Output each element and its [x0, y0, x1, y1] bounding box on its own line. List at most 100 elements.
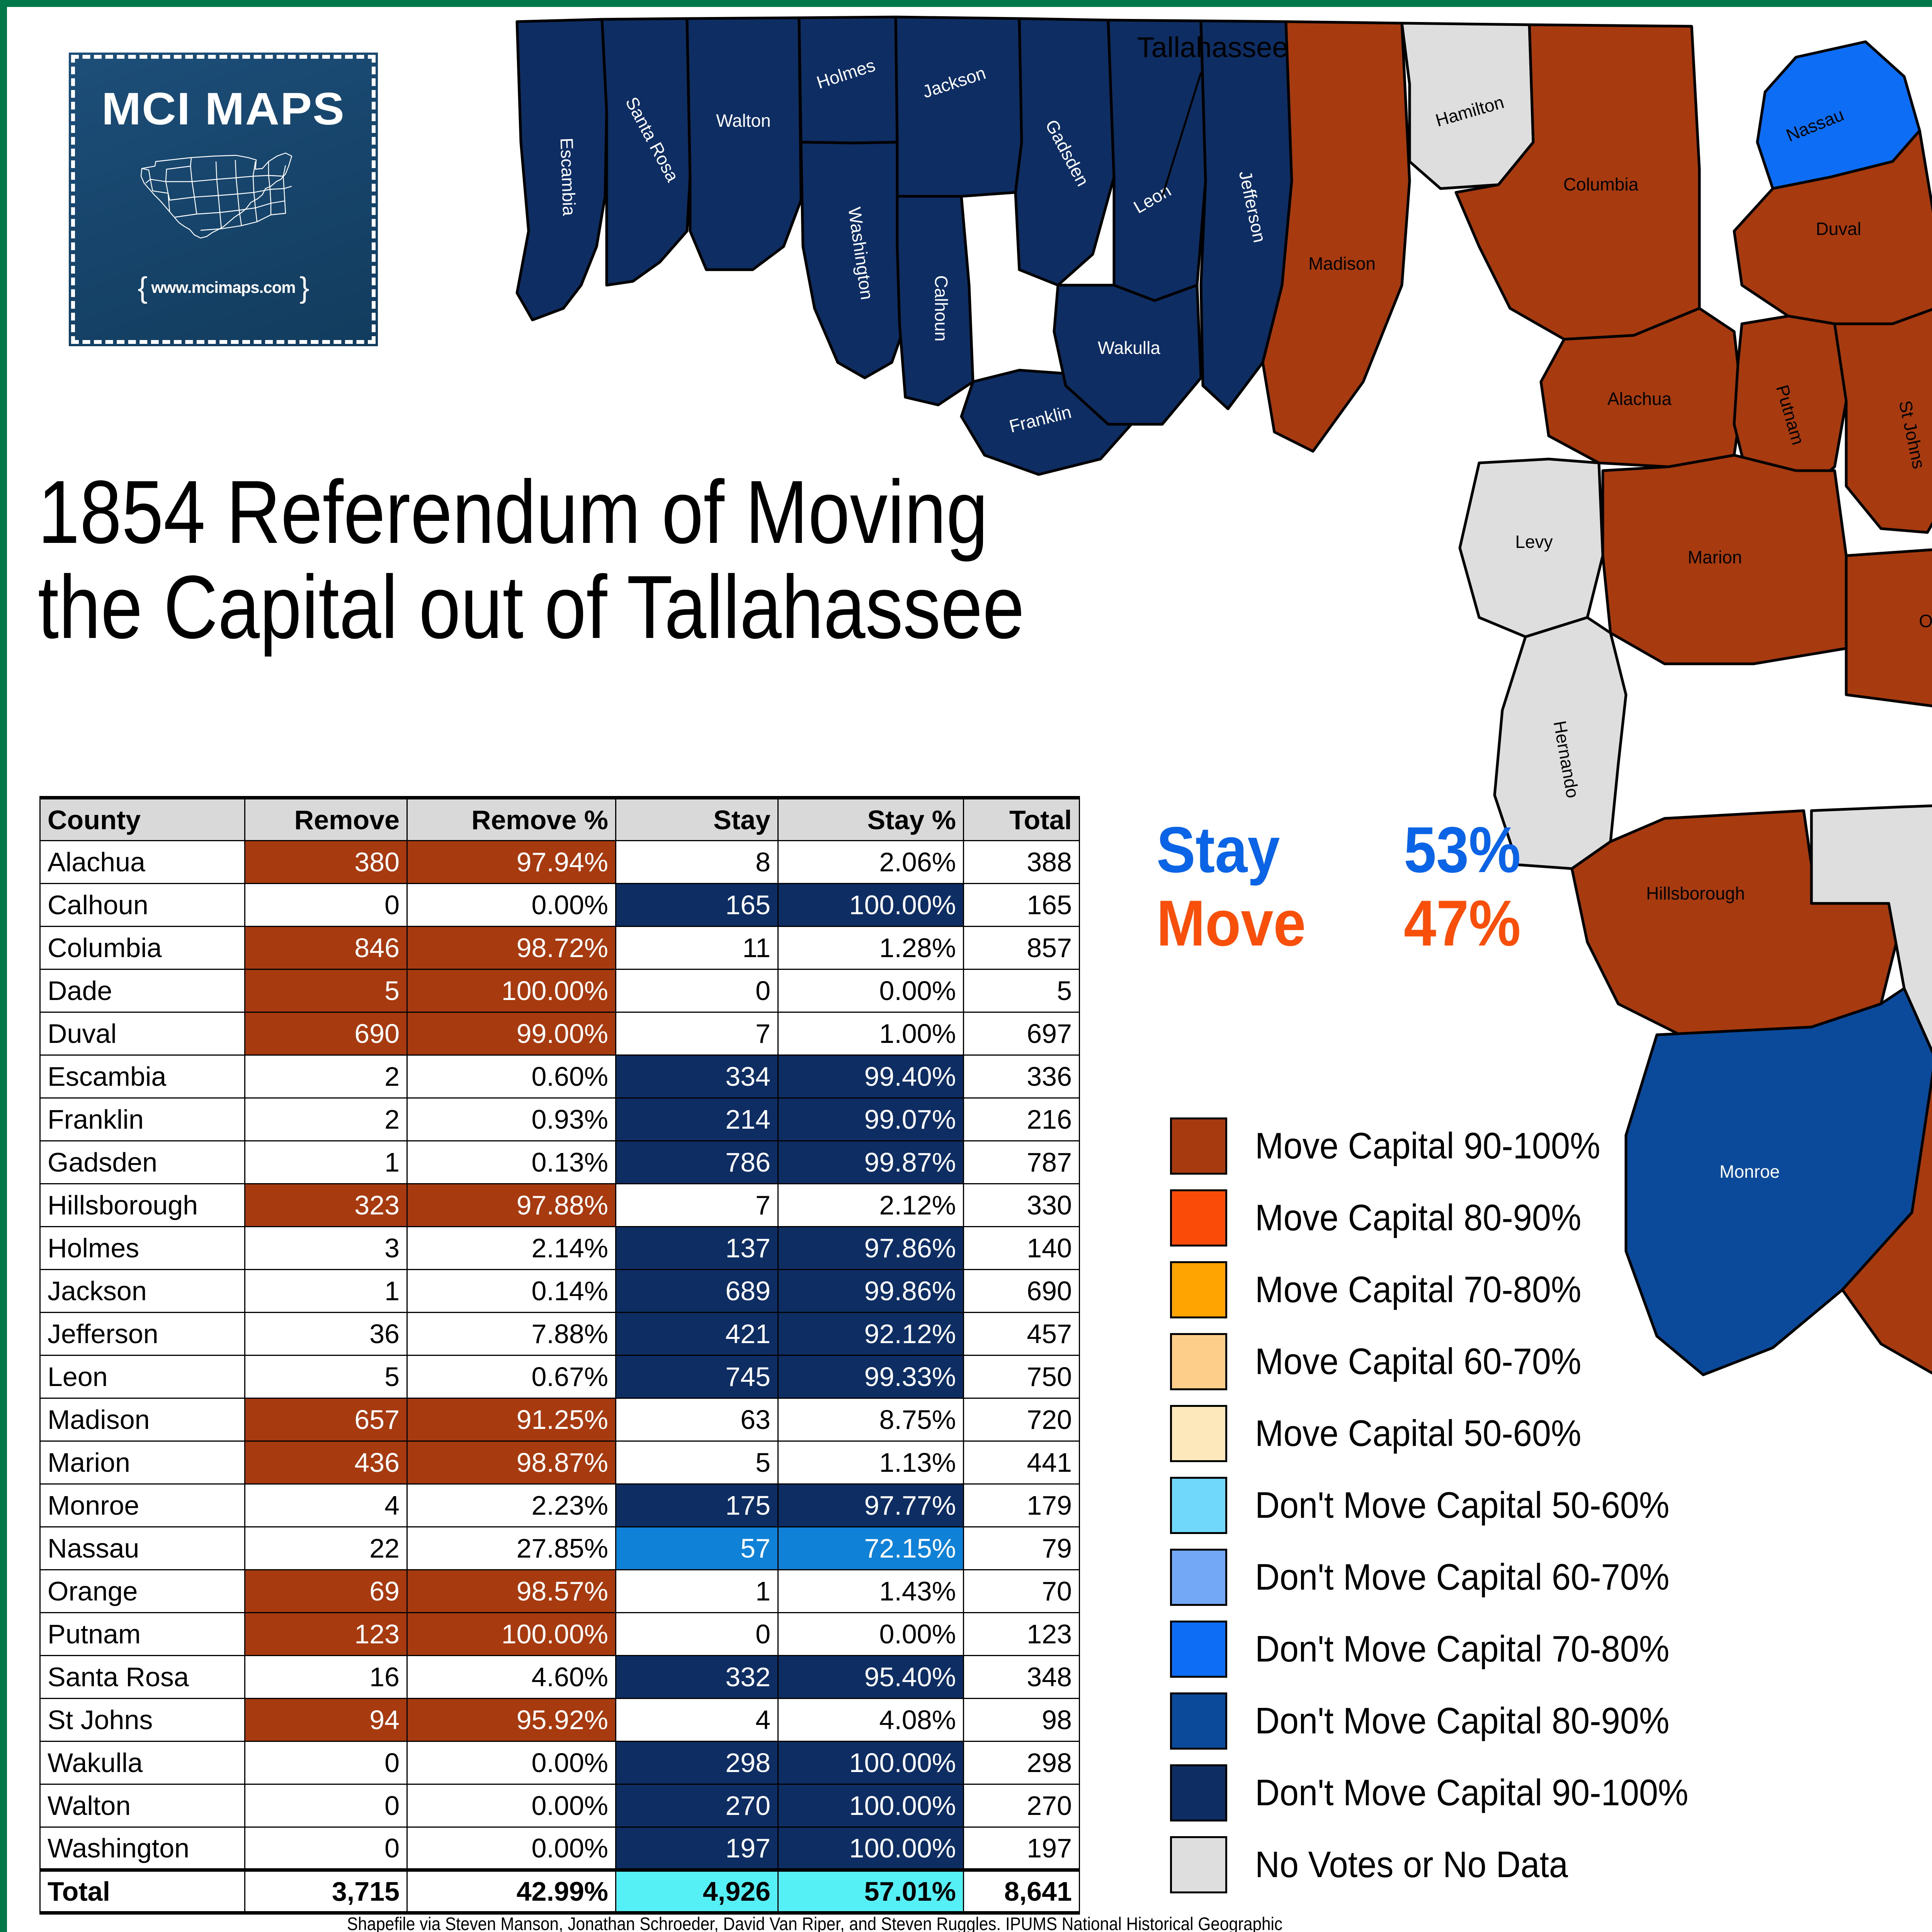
poster-canvas: Escambia Santa Rosa Walton Holmes Jackso…: [7, 7, 1932, 1932]
label-madison: Madison: [1308, 253, 1376, 274]
cell-county: St Johns: [39, 1698, 245, 1742]
cell-stay: 1: [615, 1569, 779, 1613]
cell-stay-pct: 1.28%: [777, 926, 964, 970]
cell-total: 298: [963, 1741, 1080, 1785]
cell-stay-pct: 97.86%: [777, 1226, 964, 1270]
summary-row-move: Move 47%: [1156, 886, 1736, 959]
cell-stay-pct: 0.00%: [777, 969, 964, 1013]
table-header: County Remove Remove % Stay Stay % Total: [39, 796, 1080, 841]
label-orange: Orange: [1919, 611, 1932, 631]
county-washington: [799, 141, 907, 379]
cell-stay-pct: 99.33%: [777, 1355, 964, 1399]
cell-total-stay-pct: 57.01%: [777, 1868, 964, 1915]
cell-total: 787: [963, 1140, 1080, 1184]
cell-total: 70: [963, 1569, 1080, 1613]
table-row: Duval 690 99.00% 7 1.00% 697: [39, 1012, 1080, 1056]
table-row: Jefferson 36 7.88% 421 92.12% 457: [39, 1312, 1080, 1356]
label-columbia: Columbia: [1563, 174, 1639, 194]
cell-total: 140: [963, 1226, 1080, 1270]
cell-remove: 36: [244, 1312, 408, 1356]
legend-item: Don't Move Capital 80-90%: [1170, 1685, 1726, 1757]
cell-county: Putnam: [39, 1612, 245, 1656]
cell-stay-pct: 99.86%: [777, 1269, 964, 1313]
table-row: Dade 5 100.00% 0 0.00% 5: [39, 969, 1080, 1013]
county-brevard: [1810, 804, 1932, 1054]
cell-county: Madison: [39, 1398, 245, 1442]
county-calhoun: [896, 195, 975, 406]
cell-stay: 786: [615, 1140, 779, 1184]
cell-stay-pct: 4.08%: [777, 1698, 964, 1742]
legend-label: Don't Move Capital 90-100%: [1255, 1772, 1689, 1813]
legend-swatch: [1170, 1692, 1227, 1750]
table-row: Madison 657 91.25% 63 8.75% 720: [39, 1398, 1080, 1442]
cell-county: Franklin: [39, 1097, 245, 1141]
label-calhoun: Calhoun: [931, 275, 951, 341]
cell-county: Marion: [39, 1440, 245, 1485]
legend-label: Don't Move Capital 50-60%: [1255, 1485, 1670, 1526]
legend-swatch: [1170, 1477, 1227, 1534]
cell-stay: 11: [615, 926, 779, 970]
cell-stay: 421: [615, 1312, 779, 1356]
table-row: Orange 69 98.57% 1 1.43% 70: [39, 1569, 1080, 1613]
cell-county: Wakulla: [39, 1741, 245, 1785]
cell-remove: 1: [244, 1140, 408, 1184]
cell-remove-pct: 0.00%: [406, 1827, 616, 1871]
cell-stay: 197: [615, 1827, 779, 1871]
legend-swatch: [1170, 1189, 1227, 1247]
summary-label-move: Move: [1156, 887, 1306, 959]
summary-value-move: 47%: [1404, 887, 1521, 959]
cell-remove: 4: [244, 1483, 408, 1527]
cell-remove: 1: [244, 1269, 408, 1313]
website-url-text: www.mcimaps.com: [151, 278, 296, 296]
cell-total-label: Total: [39, 1868, 245, 1915]
tallahassee-callout-label: Tallahassee: [1137, 31, 1288, 63]
county-st-johns: [1833, 308, 1932, 534]
county-orange: [1845, 548, 1932, 707]
cell-remove-pct: 99.00%: [406, 1012, 616, 1056]
cell-remove-pct: 2.14%: [406, 1226, 616, 1270]
page-title: 1854 Referendum of Moving the Capital ou…: [38, 462, 1025, 657]
cell-total: 720: [963, 1398, 1080, 1442]
cell-remove: 690: [244, 1012, 408, 1056]
county-columbia: [1454, 23, 1701, 341]
cell-total: 216: [963, 1097, 1080, 1141]
cell-stay: 270: [615, 1784, 779, 1828]
cell-total-total: 8,641: [963, 1868, 1080, 1915]
tallahassee-leader-line: [1161, 72, 1202, 197]
cell-stay-pct: 0.00%: [777, 1612, 964, 1656]
label-wakulla: Wakulla: [1098, 338, 1160, 358]
cell-county: Leon: [39, 1355, 245, 1399]
col-header-county: County: [39, 796, 245, 841]
cell-remove-pct: 0.93%: [406, 1097, 616, 1141]
legend-label: Don't Move Capital 80-90%: [1255, 1700, 1670, 1742]
table-body: Alachua 380 97.94% 8 2.06% 388 Calhoun 0 0.00% 16…: [39, 840, 1080, 1915]
legend-label: Move Capital 50-60%: [1255, 1413, 1582, 1454]
cell-stay: 745: [615, 1355, 779, 1399]
cell-remove-pct: 97.94%: [406, 840, 616, 884]
table-row: Alachua 380 97.94% 8 2.06% 388: [39, 840, 1080, 884]
cell-remove-pct: 0.00%: [406, 883, 616, 927]
cell-remove: 3: [244, 1226, 408, 1270]
mci-maps-wordmark: MCI MAPS: [101, 83, 345, 134]
cell-total: 857: [963, 926, 1080, 970]
cell-total: 197: [963, 1827, 1080, 1871]
county-walton: [685, 16, 803, 271]
cell-county: Santa Rosa: [39, 1655, 245, 1699]
legend-item: Move Capital 60-70%: [1170, 1326, 1726, 1398]
cell-total: 330: [963, 1183, 1080, 1227]
table-row: Nassau 22 27.85% 57 72.15% 79: [39, 1526, 1080, 1570]
cell-remove-pct: 7.88%: [406, 1312, 616, 1356]
legend-item: Don't Move Capital 90-100%: [1170, 1757, 1726, 1829]
cell-total: 5: [963, 969, 1080, 1013]
table-row: Santa Rosa 16 4.60% 332 95.40% 348: [39, 1655, 1080, 1699]
legend-item: No Votes or No Data: [1170, 1829, 1726, 1901]
cell-remove: 22: [244, 1526, 408, 1570]
cell-stay: 137: [615, 1226, 779, 1270]
cell-remove-pct: 2.23%: [406, 1483, 616, 1527]
cell-total: 750: [963, 1355, 1080, 1399]
cell-county: Holmes: [39, 1226, 245, 1270]
col-header-remove: Remove: [244, 796, 408, 841]
cell-remove: 380: [244, 840, 408, 884]
cell-remove: 2: [244, 1097, 408, 1141]
table-row: Washington 0 0.00% 197 100.00% 197: [39, 1827, 1080, 1871]
